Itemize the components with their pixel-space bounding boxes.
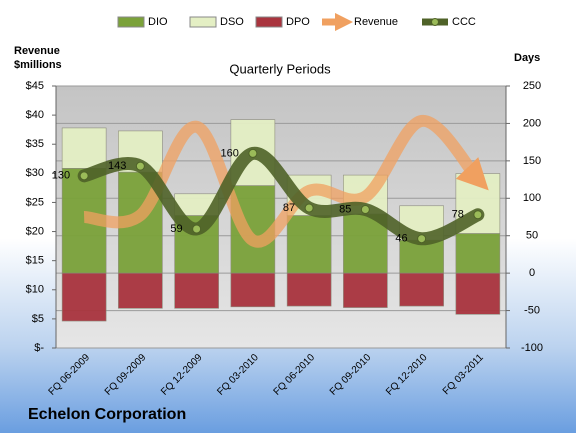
legend-swatch (255, 16, 283, 28)
legend-label: Revenue (354, 16, 398, 28)
y2-tick-label: 0 (529, 267, 535, 279)
data-label: 59 (170, 223, 182, 235)
bar (286, 272, 332, 307)
legend-swatch (431, 18, 439, 26)
x-tick-label: FQ 06-2010 (272, 352, 318, 398)
revenue-line (83, 114, 489, 248)
bar (455, 233, 501, 274)
chart-title: Quarterly Periods (229, 61, 331, 76)
y-tick-label: $5 (32, 313, 44, 325)
legend-label: DIO (148, 16, 168, 28)
y2-tick-label: 100 (523, 192, 541, 204)
legend-label: CCC (452, 16, 476, 28)
legend-label: DPO (286, 16, 310, 28)
y-tick-label: $- (34, 342, 44, 354)
legend-swatch (189, 16, 217, 28)
y-tick-label: $25 (26, 196, 44, 208)
x-tick-label: FQ 03-2010 (215, 352, 261, 398)
x-tick-label: FQ 03-2011 (441, 352, 486, 397)
y-tick-label: $15 (26, 255, 44, 267)
data-label: 78 (452, 209, 464, 221)
bar (61, 127, 107, 169)
y2-tick-label: -100 (521, 342, 543, 354)
x-tick-label: FQ 09-2009 (103, 352, 149, 398)
y-axis-label: Revenue $millions (14, 45, 62, 71)
ccc-marker (248, 148, 258, 158)
y-tick-label: $35 (26, 138, 44, 150)
bar (343, 272, 388, 308)
x-tick-label: FQ 12-2009 (159, 352, 205, 398)
ccc-marker (192, 224, 202, 234)
bar (174, 272, 219, 309)
ccc-marker (304, 203, 314, 213)
data-label: 85 (339, 203, 351, 215)
x-tick-label: FQ 12-2010 (384, 352, 430, 398)
ccc-line (77, 146, 485, 246)
ccc-marker (473, 210, 483, 220)
bar (230, 272, 276, 308)
bar (399, 272, 444, 307)
bar (61, 272, 107, 322)
data-label: 130 (52, 170, 70, 182)
ccc-marker (79, 171, 89, 181)
bar (286, 215, 332, 274)
ccc-marker (135, 161, 145, 171)
footer: Echelon Corporation (28, 406, 186, 423)
y-tick-label: $45 (26, 80, 44, 92)
y2-tick-label: 250 (523, 80, 541, 92)
data-label: 160 (221, 147, 239, 159)
y2-tick-label: 50 (526, 230, 538, 242)
y-tick-label: $20 (26, 225, 44, 237)
bar (399, 239, 444, 274)
legend-swatch (117, 16, 145, 28)
bar (118, 272, 163, 309)
y2-tick-label: 200 (523, 117, 541, 129)
y-tick-label: $40 (26, 109, 44, 121)
y2-axis-label: Days (514, 52, 540, 64)
y2-tick-label: 150 (523, 155, 541, 167)
y-tick-label: $30 (26, 167, 44, 179)
data-label: 46 (395, 233, 407, 245)
x-tick-label: FQ 06-2009 (47, 352, 93, 398)
data-label: 87 (283, 202, 295, 214)
ccc-marker (360, 205, 370, 215)
y2-tick-label: -50 (524, 304, 540, 316)
bar (455, 272, 501, 315)
y-tick-label: $10 (26, 284, 44, 296)
x-tick-label: FQ 09-2010 (328, 352, 374, 398)
legend-label: DSO (220, 16, 244, 28)
ccc-marker (417, 234, 427, 244)
data-label: 143 (108, 160, 126, 172)
